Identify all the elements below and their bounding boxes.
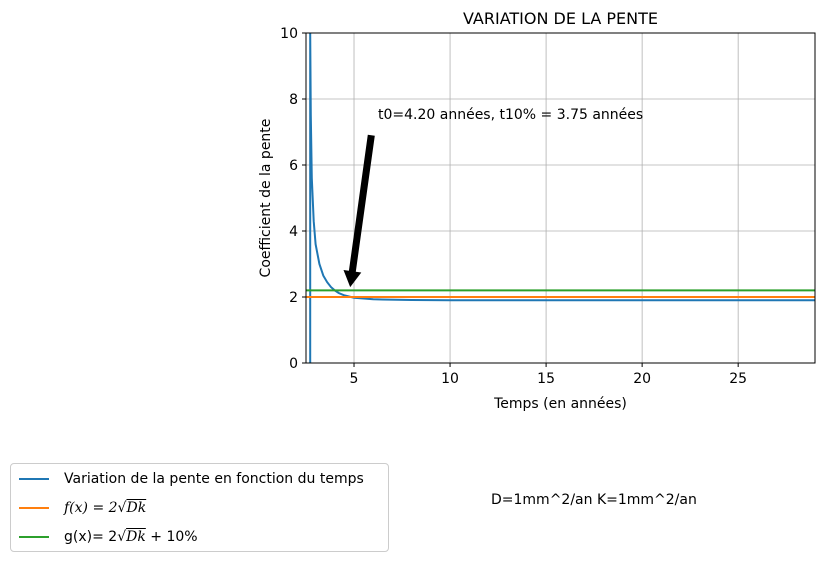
y-tick-label: 2 <box>289 290 298 306</box>
chart-title: VARIATION DE LA PENTE <box>463 9 658 28</box>
parameters-text: D=1mm^2/an K=1mm^2/an <box>491 492 697 508</box>
x-tick-label: 5 <box>350 371 359 387</box>
x-tick-label: 10 <box>441 371 459 387</box>
legend-label-g: g(x)= 2√Dk + 10% <box>64 529 198 545</box>
y-tick-label: 8 <box>289 92 298 108</box>
series-line-1 <box>309 33 815 363</box>
x-tick-label: 15 <box>537 371 555 387</box>
legend-label-g-suffix: + 10% <box>145 529 198 545</box>
legend-swatch-blue <box>19 478 49 480</box>
y-axis-label: Coefficient de la pente <box>258 119 274 278</box>
y-tick-label: 0 <box>289 356 298 372</box>
legend-label-f-prefix: f(x) = 2 <box>64 500 118 516</box>
plot-frame <box>305 32 816 364</box>
legend-label-pente: Variation de la pente en fonction du tem… <box>64 471 364 487</box>
legend-item-f: f(x) = 2√Dk <box>19 497 146 519</box>
legend-swatch-orange <box>19 507 49 509</box>
y-tick-label: 10 <box>280 26 298 42</box>
legend-label-g-root: Dk <box>126 529 146 545</box>
x-axis-label: Temps (en années) <box>493 396 627 412</box>
annotation-text: t0=4.20 années, t10% = 3.75 années <box>378 107 643 123</box>
legend-label-f-root: Dk <box>126 500 147 516</box>
x-tick-label: 25 <box>729 371 747 387</box>
legend-label-g-prefix: g(x)= 2 <box>64 529 118 545</box>
x-tick-label: 20 <box>633 371 651 387</box>
legend-label-f: f(x) = 2√Dk <box>64 500 147 516</box>
annotation-arrow <box>343 134 375 288</box>
legend-item-pente: Variation de la pente en fonction du tem… <box>19 468 364 490</box>
y-tick-label: 6 <box>289 158 298 174</box>
legend-item-g: g(x)= 2√Dk + 10% <box>19 526 198 548</box>
y-tick-label: 4 <box>289 224 298 240</box>
legend-swatch-green <box>19 536 49 538</box>
legend: Variation de la pente en fonction du tem… <box>10 463 389 552</box>
